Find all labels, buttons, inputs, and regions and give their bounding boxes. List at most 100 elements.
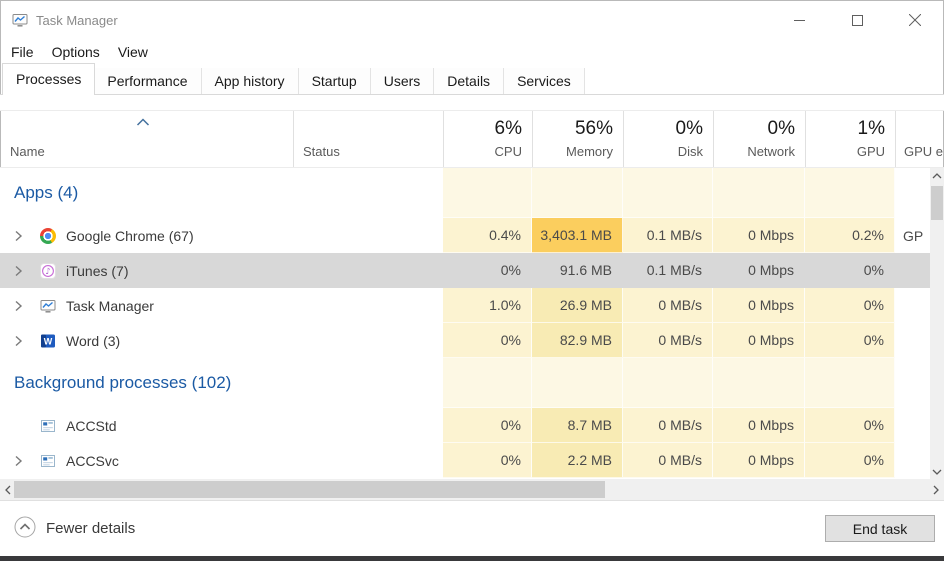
menu-item-file[interactable]: File: [11, 44, 34, 60]
process-list: Apps (4) Google Chrome (67) 0.4% 3,403.1 MB…: [0, 168, 944, 479]
disk-value-cell: 0 MB/s: [623, 323, 713, 358]
horizontal-scroll-thumb[interactable]: [14, 481, 605, 498]
gpu-engine-value-cell: GP: [903, 227, 924, 244]
section-gpu-cell: [805, 168, 895, 218]
section-header-label: Apps (4): [14, 183, 79, 202]
tab-content-gap: [0, 95, 944, 110]
section-row-background-processes-102[interactable]: Background processes (102): [0, 358, 930, 408]
section-disk-cell: [623, 358, 713, 408]
tab-strip: Processes Performance App history Startup Us…: [0, 63, 944, 95]
maximize-icon: [851, 14, 863, 26]
section-network-cell: [713, 168, 805, 218]
tab-users[interactable]: Users: [370, 68, 435, 95]
column-header-memory[interactable]: 56% Memory: [532, 111, 623, 167]
process-row-word-3[interactable]: W Word (3) 0% 82.9 MB 0 MB/s 0 Mbps 0%: [0, 323, 930, 358]
scroll-right-button[interactable]: [928, 479, 944, 500]
network-value-cell: 0 Mbps: [713, 288, 805, 323]
memory-value-cell: 26.9 MB: [532, 288, 623, 323]
column-header-network[interactable]: 0% Network: [713, 111, 805, 167]
column-header-gpu[interactable]: 1% GPU: [805, 111, 895, 167]
process-name-cell: W Word (3): [0, 323, 293, 358]
task-manager-icon: [40, 298, 56, 314]
network-value-cell: 0 Mbps: [713, 408, 805, 443]
process-row-accstd[interactable]: ACCStd 0% 8.7 MB 0 MB/s 0 Mbps 0%: [0, 408, 930, 443]
fewer-details-label: Fewer details: [46, 520, 136, 537]
window-controls: [770, 0, 944, 40]
gpu-value-cell: 0%: [805, 408, 895, 443]
cpu-value-cell: 0%: [443, 408, 532, 443]
expand-chevron-icon[interactable]: [10, 333, 36, 349]
expand-chevron-icon[interactable]: [10, 263, 36, 279]
tab-details[interactable]: Details: [434, 68, 505, 95]
gpu-value-cell: 0%: [805, 253, 895, 288]
maximize-button[interactable]: [828, 0, 886, 40]
usage-label-gpu-engine: GPU e: [904, 144, 944, 159]
window-title: Task Manager: [36, 12, 118, 28]
process-name-label: Word (3): [66, 332, 121, 349]
tab-processes[interactable]: Processes: [2, 63, 96, 95]
column-header-gpu-engine[interactable]: GPU e: [895, 111, 944, 167]
tab-performance[interactable]: Performance: [94, 68, 202, 95]
process-row-accsvc[interactable]: ACCSvc 0% 2.2 MB 0 MB/s 0 Mbps 0%: [0, 443, 930, 478]
close-button[interactable]: [886, 0, 944, 40]
vertical-scroll-thumb[interactable]: [931, 186, 943, 220]
usage-percent-disk: 0%: [675, 118, 703, 139]
chevron-up-icon: [932, 172, 942, 178]
tab-services[interactable]: Services: [504, 68, 585, 95]
section-row-apps-4[interactable]: Apps (4): [0, 168, 930, 218]
usage-percent-gpu: 1%: [857, 118, 885, 139]
usage-percent-memory: 56%: [574, 118, 613, 139]
expand-chevron-icon[interactable]: [10, 298, 36, 314]
generic-app-icon: [40, 418, 56, 434]
process-name-cell: ACCStd: [0, 408, 293, 443]
disk-value-cell: 0 MB/s: [623, 443, 713, 478]
horizontal-scrollbar[interactable]: [0, 479, 944, 500]
network-value-cell: 0 Mbps: [713, 218, 805, 253]
usage-percent-cpu: 6%: [494, 118, 522, 139]
cpu-value-cell: 0%: [443, 253, 532, 288]
minimize-button[interactable]: [770, 0, 828, 40]
process-name-cell: ACCSvc: [0, 443, 293, 478]
memory-value-cell: 91.6 MB: [532, 253, 623, 288]
end-task-button[interactable]: End task: [825, 515, 935, 542]
expand-chevron-icon[interactable]: [10, 453, 36, 469]
section-disk-cell: [623, 168, 713, 218]
gpu-value-cell: 0%: [805, 323, 895, 358]
status-cell: [293, 253, 443, 288]
column-header-name[interactable]: Name: [0, 111, 293, 167]
section-memory-cell: [532, 358, 623, 408]
usage-label-network: Network: [747, 144, 795, 159]
sort-ascending-icon: [135, 115, 151, 130]
scroll-up-button[interactable]: [930, 168, 944, 183]
usage-percent-network: 0%: [767, 118, 795, 139]
menu-item-view[interactable]: View: [117, 44, 148, 60]
fewer-details-toggle[interactable]: Fewer details: [14, 516, 135, 541]
cpu-value-cell: 1.0%: [443, 288, 532, 323]
gpu-engine-value-cell: [895, 408, 930, 443]
process-row-google-chrome-67[interactable]: Google Chrome (67) 0.4% 3,403.1 MB 0.1 MB/s…: [0, 218, 930, 253]
task-manager-app-icon: [12, 12, 28, 28]
process-row-task-manager[interactable]: Task Manager 1.0% 26.9 MB 0 MB/s 0 Mbps 0%: [0, 288, 930, 323]
section-memory-cell: [532, 168, 623, 218]
section-gpu-engine-cell: [895, 358, 930, 408]
gpu-engine-value-cell: [895, 288, 930, 323]
section-gpu-engine-cell: [895, 168, 930, 218]
scroll-down-button[interactable]: [930, 464, 944, 479]
process-name-cell: Google Chrome (67): [0, 218, 293, 253]
scroll-left-button[interactable]: [0, 479, 16, 500]
process-name-label: iTunes (7): [66, 262, 129, 279]
usage-label-memory: Memory: [566, 144, 613, 159]
tab-app-history[interactable]: App history: [201, 68, 299, 95]
expand-chevron-icon[interactable]: [10, 228, 36, 244]
process-name-label: ACCStd: [66, 417, 117, 434]
process-row-itunes-7[interactable]: ♪ iTunes (7) 0% 91.6 MB 0.1 MB/s 0 Mbps 0%: [0, 253, 930, 288]
expander-spacer: [10, 418, 36, 434]
disk-value-cell: 0.1 MB/s: [623, 218, 713, 253]
column-header-disk[interactable]: 0% Disk: [623, 111, 713, 167]
menu-item-options[interactable]: Options: [51, 44, 100, 60]
column-header-status[interactable]: Status: [293, 111, 443, 167]
vertical-scrollbar[interactable]: [930, 168, 944, 479]
column-header-cpu[interactable]: 6% CPU: [443, 111, 532, 167]
tab-startup[interactable]: Startup: [298, 68, 371, 95]
